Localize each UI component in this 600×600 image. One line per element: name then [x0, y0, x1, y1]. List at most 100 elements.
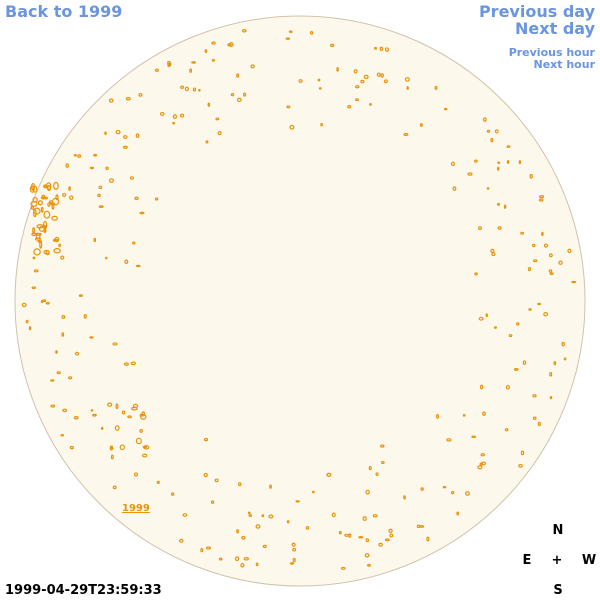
contour — [122, 145, 128, 149]
contour — [53, 181, 59, 190]
contour — [108, 178, 114, 183]
contour — [336, 67, 339, 72]
contour — [262, 544, 267, 549]
contour — [135, 437, 142, 445]
contour — [215, 117, 220, 121]
contour — [156, 480, 160, 484]
contour — [496, 203, 501, 206]
contour — [240, 563, 245, 568]
contour — [549, 272, 554, 276]
contour — [33, 269, 39, 273]
contour — [388, 528, 393, 534]
contour — [130, 361, 136, 366]
contour — [320, 122, 324, 127]
contour — [139, 428, 143, 433]
contour — [522, 360, 527, 365]
contour — [198, 88, 201, 92]
contour — [312, 490, 315, 494]
contour — [506, 160, 510, 164]
contour — [203, 472, 208, 478]
contour — [55, 350, 58, 354]
contour — [516, 322, 520, 326]
contour — [318, 87, 322, 90]
contour — [32, 196, 38, 203]
contour — [40, 206, 44, 213]
contour — [93, 237, 97, 243]
contour — [477, 465, 483, 470]
contour — [420, 487, 424, 491]
contour — [42, 299, 47, 303]
contour — [236, 529, 239, 534]
contour — [242, 29, 247, 33]
back-link[interactable]: Back to 1999 — [5, 2, 122, 21]
contour — [543, 243, 549, 248]
contour — [121, 410, 126, 415]
contour — [494, 326, 497, 329]
contour — [553, 361, 557, 366]
previous-hour-link[interactable]: Previous hour — [509, 46, 596, 59]
contour — [211, 41, 216, 45]
contour — [561, 341, 565, 347]
contour — [496, 166, 500, 171]
contour — [558, 260, 563, 265]
contour — [40, 196, 49, 200]
contour — [338, 531, 342, 535]
contour — [129, 176, 135, 180]
contour — [497, 226, 502, 230]
contour — [549, 253, 553, 258]
contour — [43, 224, 47, 234]
contour — [179, 113, 185, 118]
contour — [60, 255, 65, 260]
contour — [93, 153, 98, 157]
contour — [467, 172, 473, 176]
contour — [97, 193, 101, 198]
contour — [340, 566, 346, 570]
contour — [537, 302, 542, 306]
contour — [33, 207, 41, 215]
contour — [32, 227, 36, 234]
contour — [184, 86, 189, 92]
contour — [108, 98, 114, 103]
contour — [285, 37, 291, 40]
contour — [331, 512, 336, 518]
next-hour-link[interactable]: Next hour — [534, 58, 596, 71]
next-day-link[interactable]: Next day — [515, 19, 596, 38]
contour — [503, 204, 507, 209]
contour — [68, 186, 71, 191]
contour — [104, 131, 107, 136]
contour — [214, 478, 219, 483]
contour — [43, 210, 51, 219]
contour — [204, 49, 208, 54]
contour — [384, 47, 390, 52]
contour — [180, 85, 185, 89]
contour — [528, 308, 532, 311]
contour — [78, 294, 83, 297]
contour — [62, 192, 67, 197]
contour — [520, 231, 525, 235]
contour — [366, 563, 371, 567]
compass-north: N — [553, 523, 564, 538]
contour — [73, 416, 79, 420]
timestamp: 1999-04-29T23:59:33 — [5, 583, 162, 598]
contour — [291, 542, 296, 547]
contour — [486, 187, 490, 190]
disk-label-link[interactable]: 1999 — [122, 503, 150, 514]
contour — [286, 105, 291, 109]
contour — [123, 362, 129, 366]
contour — [32, 185, 38, 193]
contour — [110, 446, 114, 450]
contour — [189, 68, 193, 73]
contour — [365, 538, 370, 543]
contour — [241, 535, 246, 540]
contour — [442, 485, 447, 489]
contour — [292, 557, 296, 563]
contour — [567, 248, 572, 254]
contour — [456, 511, 460, 516]
contour — [61, 332, 65, 337]
previous-day-link[interactable]: Previous day — [479, 2, 596, 21]
contour — [139, 211, 145, 215]
contour — [376, 72, 381, 77]
contour — [478, 226, 482, 231]
contour — [191, 61, 197, 64]
